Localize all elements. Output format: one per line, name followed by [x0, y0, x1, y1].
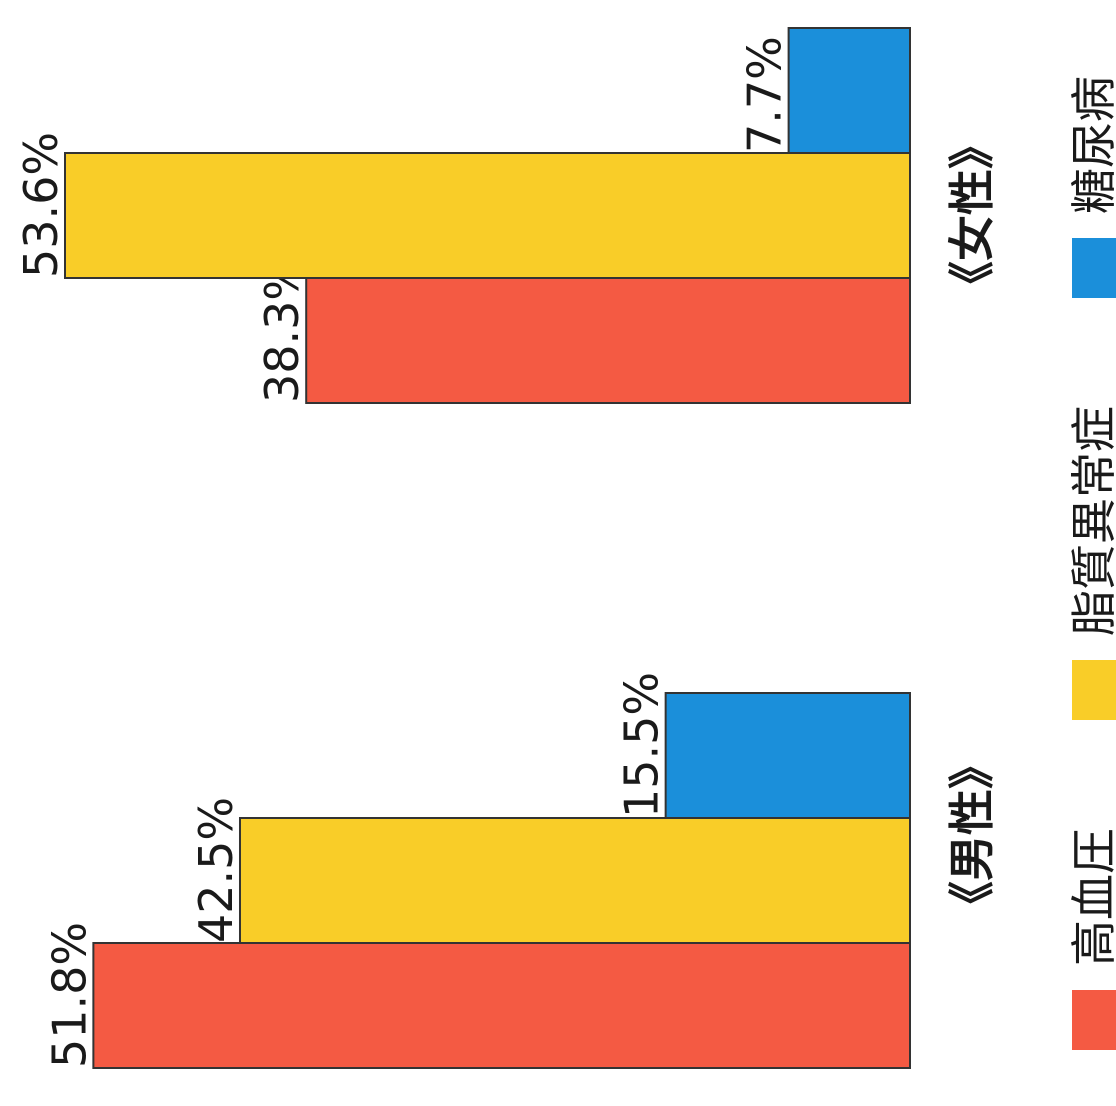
group-label: 《女性》: [945, 123, 999, 307]
bar-group-male: 51.8% 42.5% 15.5% 《男性》: [42, 672, 999, 1069]
legend-label: 糖尿病: [1067, 76, 1116, 214]
value-label: 7.7%: [738, 36, 792, 153]
legend-swatch: [1072, 990, 1116, 1050]
value-label: 51.8%: [42, 922, 96, 1068]
bar-女性-脂質異常症: [64, 152, 911, 279]
legend: 高血圧 脂質異常症 糖尿病: [1067, 76, 1116, 1050]
bar-group-female: 38.3% 53.6% 7.7% 《女性》: [14, 27, 999, 404]
legend-label: 高血圧: [1067, 828, 1116, 966]
legend-swatch: [1072, 660, 1116, 720]
bar-女性-糖尿病: [787, 27, 911, 154]
bar-男性-脂質異常症: [238, 817, 912, 944]
value-label: 42.5%: [189, 797, 243, 943]
bar-男性-糖尿病: [664, 692, 912, 819]
value-label: 53.6%: [14, 132, 68, 278]
bar-男性-高血圧: [92, 942, 911, 1069]
value-label: 38.3%: [255, 257, 309, 403]
bar-女性-高血圧: [305, 277, 911, 404]
value-label: 15.5%: [615, 672, 669, 818]
group-label: 《男性》: [945, 743, 999, 927]
legend-label: 脂質異常症: [1067, 406, 1116, 636]
legend-swatch: [1072, 238, 1116, 298]
